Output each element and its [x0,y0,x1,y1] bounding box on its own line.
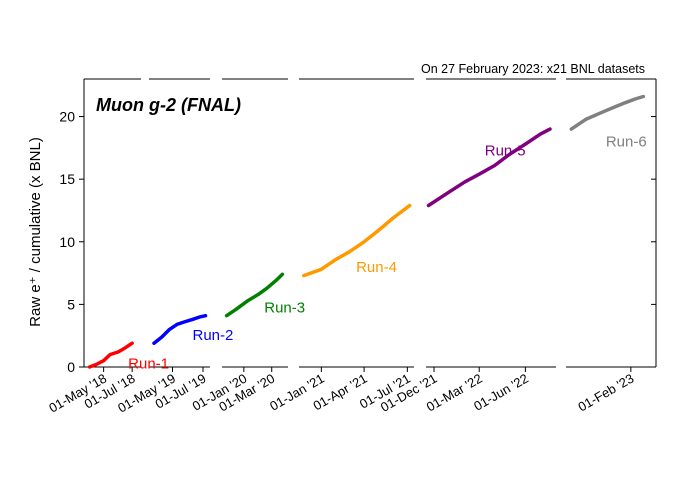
run-label-run-6: Run-6 [606,134,647,151]
y-tick-label: 10 [59,234,75,250]
y-tick-label: 15 [59,171,75,187]
series-line-run-3 [224,272,285,318]
series-line-run-2 [152,313,208,345]
run-label-run-2: Run-2 [193,327,234,344]
y-axis-label: Raw e⁺ / cumulative (x BNL) [27,137,44,327]
x-tick-label: 01-Feb '23 [575,371,636,415]
run-label-run-4: Run-4 [356,259,397,276]
series-lines [87,94,646,369]
run-labels: Run-1 Run-2 Run-3 Run-4 Run-5 Run-6 [128,134,647,373]
y-tick-label: 20 [59,109,75,125]
dataset-annotation: On 27 February 2023: x21 BNL datasets [421,62,645,76]
y-tick-label: 0 [67,359,75,375]
run-label-run-3: Run-3 [264,299,305,316]
run-label-run-5: Run-5 [485,142,526,159]
chart-title: Muon g-2 (FNAL) [96,95,241,115]
y-tick-label: 5 [67,296,75,312]
run-label-run-1: Run-1 [128,355,169,372]
series-line-run-1 [87,341,134,369]
series-line-run-4 [302,203,412,278]
series-line-run-5 [426,127,552,208]
series-line-run-6 [569,94,646,131]
